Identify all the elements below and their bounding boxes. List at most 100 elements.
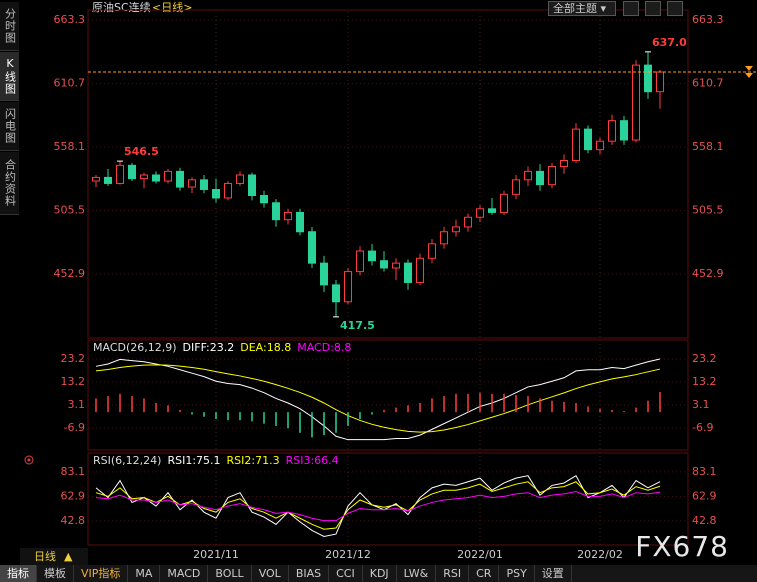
legend-label: DIFF:23.2	[183, 341, 235, 354]
y-tick-label: 452.9	[54, 267, 86, 280]
tab[interactable]: VOL	[252, 565, 289, 582]
side-tab[interactable]: 合约资料	[0, 152, 19, 215]
candle-body	[464, 216, 472, 228]
indicator-line	[95, 364, 661, 433]
candle-body	[128, 164, 136, 180]
candle-body	[608, 120, 616, 142]
candle-body	[116, 164, 124, 184]
candle-body	[476, 208, 484, 218]
annotation: 417.5	[340, 319, 375, 332]
candle-body	[344, 271, 352, 303]
tab[interactable]: VIP指标	[74, 565, 129, 582]
last-price-arrow	[745, 66, 753, 79]
candle-body	[584, 128, 592, 151]
legend-label: RSI2:71.3	[227, 454, 280, 467]
symbol: 原油SC连续	[92, 0, 151, 14]
candle-body	[296, 211, 304, 233]
candle-body	[428, 243, 436, 259]
icon	[24, 455, 34, 465]
candle-body	[440, 231, 448, 245]
legend-label: RSI3:66.4	[286, 454, 339, 467]
x-tick-label: 2022/02	[577, 548, 623, 561]
candle-body	[332, 284, 340, 303]
tab[interactable]: KDJ	[363, 565, 397, 582]
tab[interactable]: PSY	[499, 565, 535, 582]
candle-body	[512, 179, 520, 195]
y-tick-label: 83.1	[61, 465, 86, 478]
y-tick-label: 663.3	[54, 13, 86, 26]
candle-body	[308, 231, 316, 264]
period-tab: 日线	[34, 549, 56, 563]
side-tab[interactable]: K线图	[0, 52, 19, 101]
y-tick-label: 558.1	[692, 140, 724, 153]
tab[interactable]: CR	[469, 565, 500, 582]
candle-body	[176, 170, 184, 188]
icon-button[interactable]	[667, 1, 683, 16]
icon-button[interactable]	[645, 1, 661, 16]
tab[interactable]: 模板	[37, 565, 74, 582]
candle-body	[152, 174, 160, 182]
panel-border	[87, 452, 689, 546]
candle-body	[260, 195, 268, 204]
candle-body	[644, 64, 652, 93]
y-tick-label: -6.9	[64, 421, 85, 434]
tab[interactable]: 设置	[535, 565, 572, 582]
panel-border	[87, 339, 689, 451]
y-tick-label: 3.1	[68, 398, 86, 411]
candle-body	[536, 170, 544, 186]
candle-body	[212, 188, 220, 199]
period: <日线>	[152, 0, 192, 14]
candle-body	[272, 202, 280, 221]
y-tick-label: 83.1	[692, 465, 717, 478]
y-tick-label: 3.1	[692, 398, 710, 411]
candle-body	[356, 250, 364, 273]
theme-button[interactable]: 全部主题 ▾	[548, 1, 616, 16]
tab-bar: 指标 模板 VIP指标 MA MACD BOLL VOL BIAS CCI KDJ LW& RSI CR…	[0, 565, 757, 582]
tab[interactable]: MA	[128, 565, 161, 582]
candle-body	[368, 250, 376, 262]
annotation: 546.5	[124, 145, 159, 158]
y-tick-label: 558.1	[54, 140, 86, 153]
candle-body	[104, 176, 112, 184]
candle-body	[488, 208, 496, 213]
y-tick-label: 42.8	[61, 514, 86, 527]
candle-body	[548, 166, 556, 186]
legend-label: RSI1:75.1	[167, 454, 220, 467]
period-arrow: ▲	[64, 550, 73, 563]
y-tick-label: -6.9	[692, 421, 713, 434]
candle-body	[392, 262, 400, 269]
watermark: FX678	[635, 530, 729, 563]
y-tick-label: 13.2	[692, 375, 717, 388]
y-tick-label: 610.7	[54, 77, 86, 90]
y-tick-label: 42.8	[692, 514, 717, 527]
candle-body	[524, 170, 532, 181]
tab[interactable]: 指标	[0, 565, 37, 582]
legend-label: MACD:8.8	[297, 341, 351, 354]
tab[interactable]: MACD	[160, 565, 209, 582]
icon-button[interactable]	[623, 1, 639, 16]
y-tick-label: 663.3	[692, 13, 724, 26]
candle-body	[656, 71, 664, 93]
candle-body	[164, 170, 172, 182]
x-tick-label: 2021/11	[193, 548, 239, 561]
tab[interactable]: RSI	[436, 565, 470, 582]
y-tick-label: 610.7	[692, 77, 724, 90]
y-tick-label: 13.2	[61, 375, 86, 388]
candle-body	[632, 64, 640, 141]
candle-body	[284, 211, 292, 221]
indicator-line	[95, 358, 661, 441]
tab[interactable]: CCI	[329, 565, 363, 582]
side-tab[interactable]: 分时图	[0, 2, 19, 51]
indicator-line	[95, 490, 661, 522]
candle-body	[200, 179, 208, 190]
tab[interactable]: BOLL	[208, 565, 252, 582]
legend-label: DEA:18.8	[240, 341, 291, 354]
candle-body	[320, 262, 328, 286]
candle-body	[92, 176, 100, 182]
tab[interactable]: BIAS	[289, 565, 330, 582]
candle-body	[188, 179, 196, 188]
side-tab[interactable]: 闪电图	[0, 102, 19, 151]
candle-body	[452, 226, 460, 233]
tab[interactable]: LW&	[397, 565, 437, 582]
